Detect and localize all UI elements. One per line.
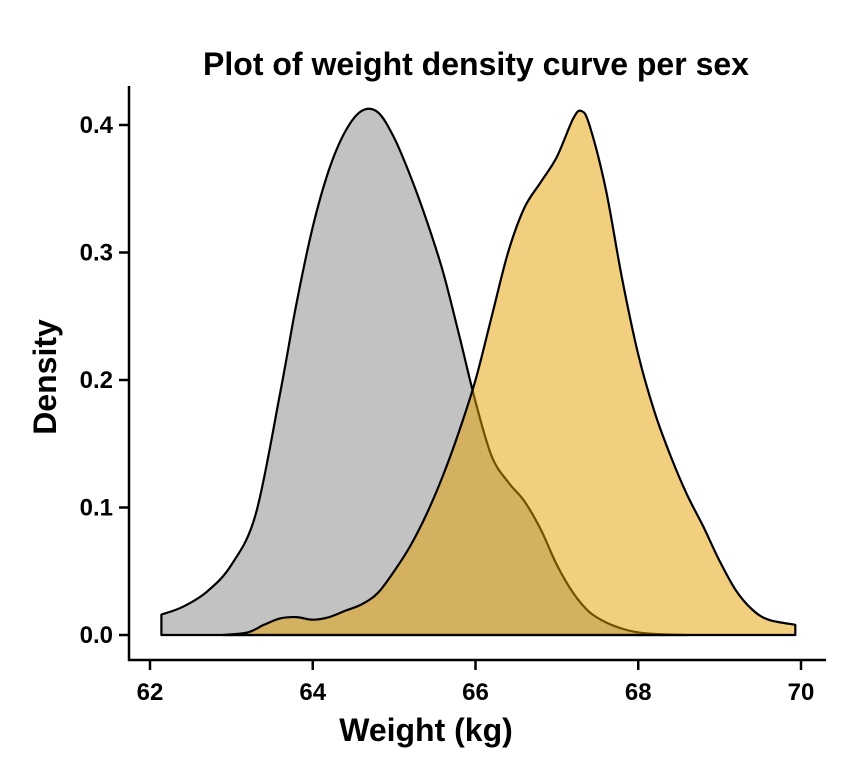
y-tick-label: 0.0 [80,622,113,649]
density-area-2 [222,109,797,637]
x-tick-label: 64 [299,679,326,706]
y-tick-label: 0.2 [80,367,113,394]
x-tick-label: 62 [137,679,164,706]
y-tick-label: 0.4 [80,112,114,139]
x-tick-label: 66 [462,679,489,706]
x-ticks: 62 64 66 68 70 [137,660,815,706]
series-layer [160,107,797,637]
x-tick-label: 68 [625,679,652,706]
y-axis-title: Density [27,319,63,435]
chart-title: Plot of weight density curve per sex [203,46,749,82]
x-tick-label: 70 [788,679,815,706]
x-axis-title: Weight (kg) [339,712,513,748]
y-tick-label: 0.1 [80,495,113,522]
y-ticks: 0.0 0.1 0.2 0.3 0.4 [80,112,129,649]
y-tick-label: 0.3 [80,240,113,267]
